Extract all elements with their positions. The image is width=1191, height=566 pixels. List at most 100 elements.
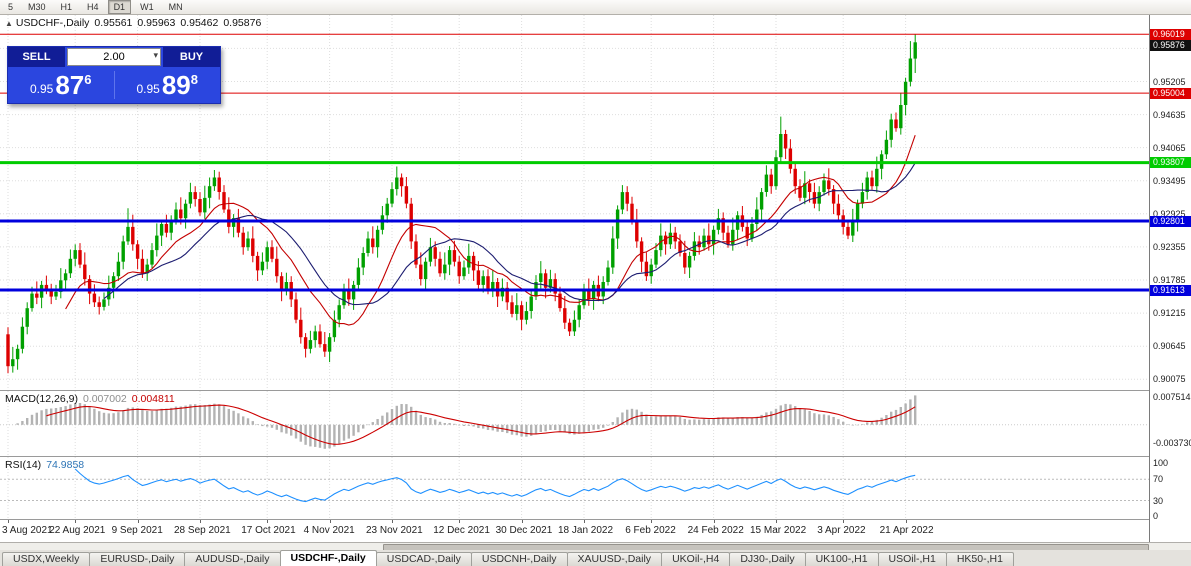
candle-body	[63, 273, 68, 281]
candle-body	[875, 168, 879, 187]
chart-scrollbar[interactable]	[0, 542, 1191, 551]
candle	[524, 301, 529, 325]
candle-body	[620, 192, 625, 210]
candle	[332, 310, 337, 342]
macd-bar	[357, 424, 360, 433]
macd-bar	[146, 410, 149, 425]
chart-tab-usdx-weekly[interactable]: USDX,Weekly	[2, 552, 91, 566]
candle-body	[73, 250, 77, 259]
macd-chart[interactable]	[0, 391, 1149, 456]
macd-bar	[563, 424, 566, 433]
candle-body	[750, 224, 754, 239]
macd-bar	[434, 419, 437, 425]
candle-body	[486, 276, 490, 291]
candle-body	[649, 264, 653, 277]
macd-bar	[842, 421, 845, 425]
timeframe-button-mn[interactable]: MN	[168, 2, 183, 12]
candle-body	[44, 284, 49, 290]
sell-button[interactable]: SELL	[8, 47, 65, 67]
candle	[49, 283, 53, 305]
chart-tab-usdcad-daily[interactable]: USDCAD-,Daily	[375, 552, 472, 566]
rsi-chart[interactable]	[0, 457, 1149, 519]
price-axis[interactable]: 0.957750.952050.946350.940650.934950.929…	[1149, 15, 1191, 542]
macd-bar	[347, 424, 350, 439]
timeframe-button-5[interactable]: 5	[8, 2, 14, 12]
candle-body	[203, 197, 207, 213]
date-label: 9 Sep 2021	[111, 525, 163, 536]
macd-bar	[554, 424, 557, 430]
volume-input[interactable]: 2.00 ▾	[67, 48, 161, 66]
macd-bar	[256, 424, 259, 425]
macd-bar	[846, 424, 850, 425]
candle	[505, 282, 509, 310]
candle	[807, 179, 812, 203]
macd-bar	[755, 416, 758, 425]
candle-body	[855, 203, 860, 222]
macd-bar	[914, 395, 917, 425]
candle	[155, 223, 159, 257]
macd-bar	[414, 410, 418, 425]
chart-tab-usoil-h1[interactable]: USOil-,H1	[877, 552, 947, 566]
chart-tab-xauusd-daily[interactable]: XAUUSD-,Daily	[566, 552, 663, 566]
candle	[231, 214, 236, 238]
price-axis-label: 0.91785	[1153, 275, 1186, 285]
macd-bar	[818, 414, 821, 425]
buy-price[interactable]: 0.95 89 8	[115, 70, 221, 100]
date-label: 15 Mar 2022	[750, 525, 807, 536]
candle-body	[774, 157, 778, 187]
macd-bar	[218, 404, 221, 425]
pane-splitter[interactable]	[0, 390, 1191, 391]
candle	[793, 163, 797, 194]
chart-tab-dj30-daily[interactable]: DJ30-,Daily	[729, 552, 806, 566]
macd-bar	[102, 412, 106, 425]
macd-bar	[530, 424, 533, 436]
pane-splitter[interactable]	[0, 456, 1191, 457]
chart-tab-eurusd-daily[interactable]: EURUSD-,Daily	[89, 552, 186, 566]
chart-tab-uk100-h1[interactable]: UK100-,H1	[804, 552, 879, 566]
candle	[654, 243, 658, 269]
macd-bar	[717, 417, 720, 425]
chart-tab-usdchf-daily[interactable]: USDCHF-,Daily	[279, 550, 377, 566]
candle	[193, 186, 197, 207]
candle	[59, 268, 63, 299]
timeframe-button-d1[interactable]: D1	[107, 0, 132, 14]
buy-button[interactable]: BUY	[163, 47, 220, 67]
candle	[438, 251, 442, 277]
price-pane[interactable]: ▲ USDCHF-,Daily 0.95561 0.95963 0.95462 0.958…	[0, 15, 1149, 390]
candle	[745, 221, 749, 246]
candle	[452, 240, 457, 267]
timeframe-button-w1[interactable]: W1	[140, 2, 154, 12]
chart-tab-audusd-daily[interactable]: AUDUSD-,Daily	[184, 552, 281, 566]
timeframe-button-m30[interactable]: M30	[28, 2, 46, 12]
trade-panel-divider	[113, 71, 115, 99]
timeframe-button-h4[interactable]: H4	[87, 2, 99, 12]
candle	[347, 278, 351, 306]
volume-dropdown-icon[interactable]: ▾	[153, 50, 158, 60]
candle	[303, 333, 308, 358]
macd-bar	[813, 413, 816, 425]
candle-body	[222, 192, 226, 210]
date-axis[interactable]: 3 Aug 2021 22 Aug 2021 9 Sep 2021 28 Sep 20…	[0, 520, 1149, 542]
candle-body	[375, 229, 380, 248]
price-chart[interactable]	[0, 15, 1149, 390]
candle	[519, 301, 524, 331]
candle-body	[97, 302, 101, 307]
chart-tab-hk50-h1[interactable]: HK50-,H1	[945, 552, 1014, 566]
sell-price[interactable]: 0.95 87 6	[8, 70, 114, 100]
candle-body	[457, 261, 461, 277]
chart-tab-ukoil-h4[interactable]: UKOil-,H4	[661, 552, 731, 566]
macd-bar	[640, 411, 643, 425]
candle-body	[35, 293, 39, 298]
pane-splitter	[0, 519, 1191, 520]
rsi-line	[74, 468, 916, 503]
rsi-pane[interactable]: RSI(14) 74.9858	[0, 457, 1149, 519]
candle	[255, 251, 260, 281]
chart-tab-usdcnh-daily[interactable]: USDCNH-,Daily	[470, 552, 568, 566]
timeframe-button-h1[interactable]: H1	[60, 2, 73, 12]
chart-title: USDCHF-,Daily	[15, 17, 90, 29]
candle	[212, 170, 217, 191]
macd-bar	[362, 424, 365, 429]
macd-bar	[78, 403, 82, 425]
macd-pane[interactable]: MACD(12,26,9) 0.007002 0.004811	[0, 391, 1149, 456]
macd-bar	[266, 424, 269, 427]
